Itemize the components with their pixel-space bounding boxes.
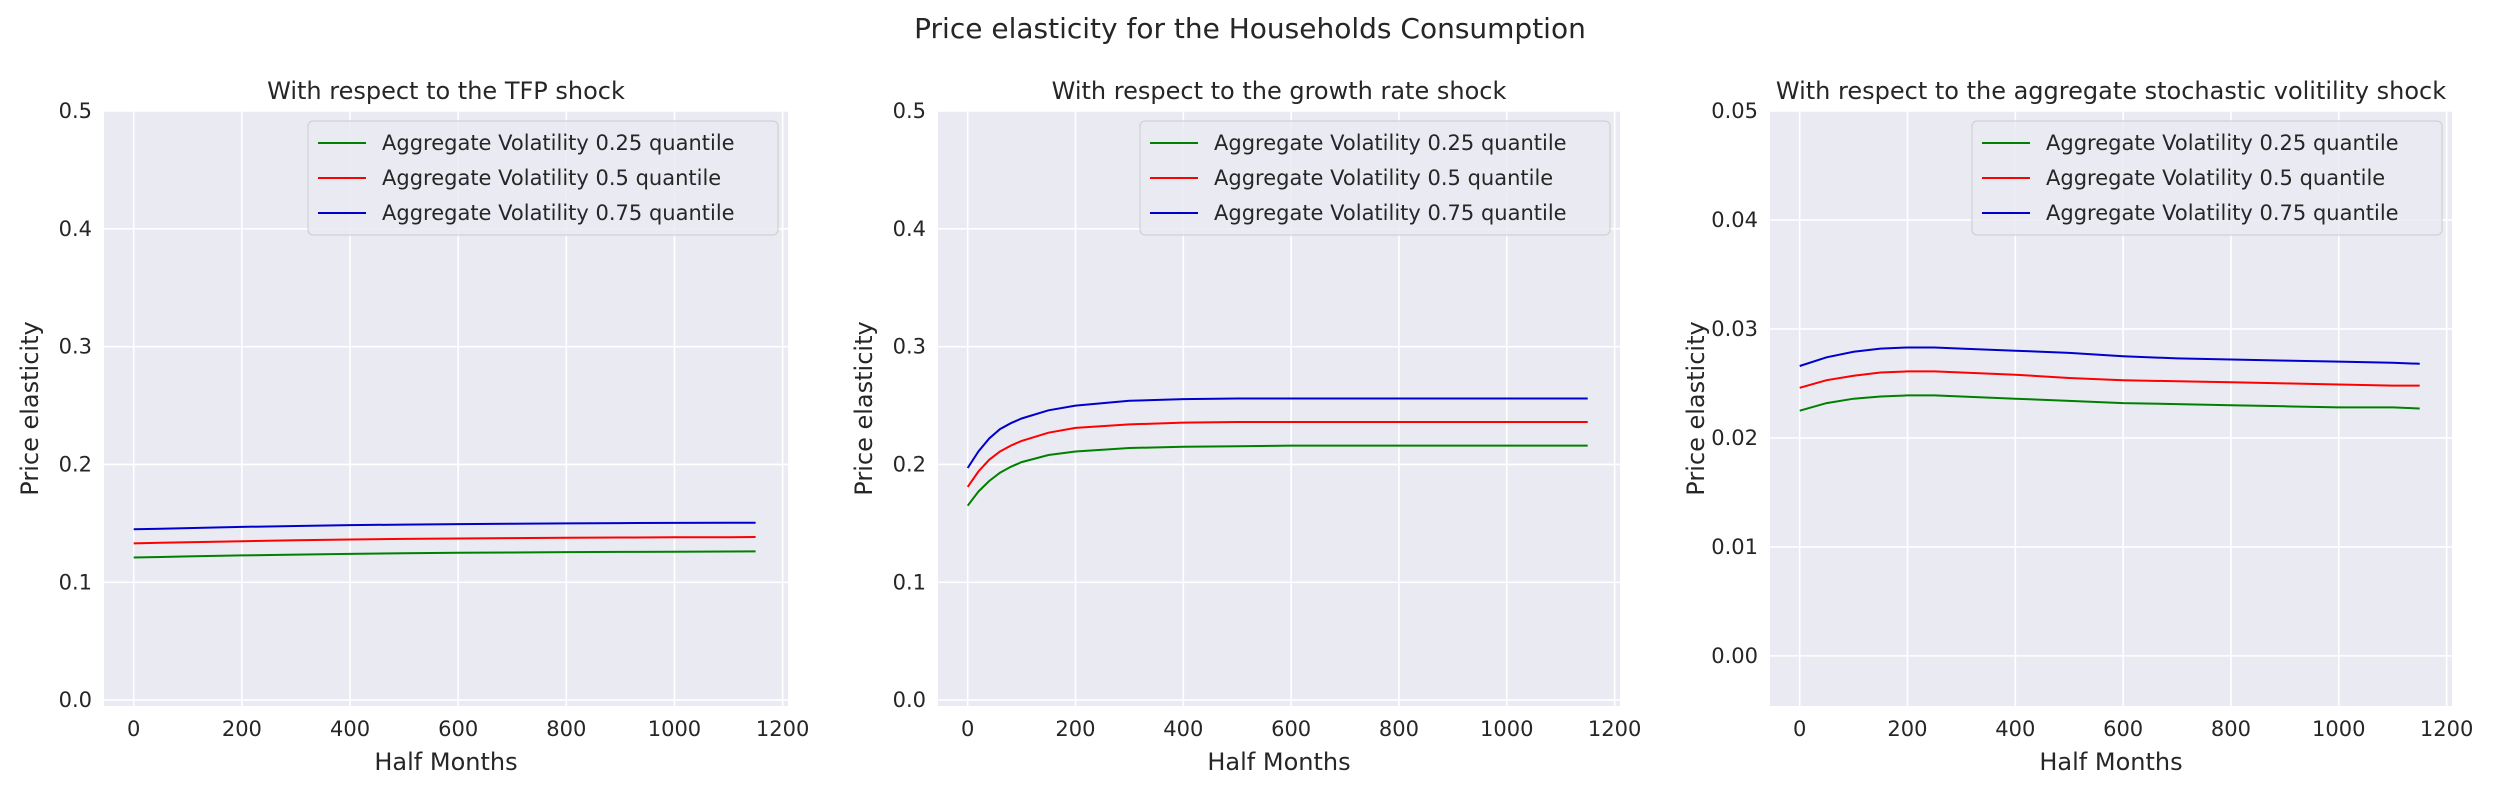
x-tick-label: 1000 — [1480, 717, 1533, 741]
legend: Aggregate Volatility 0.25 quantile Aggreg… — [1139, 120, 1611, 236]
y-tick-label: 0.2 — [893, 452, 926, 476]
x-tick-label: 0 — [127, 717, 140, 741]
x-tick-label: 600 — [2103, 717, 2143, 741]
y-tick-label: 0.01 — [1711, 535, 1758, 559]
y-tick-label: 0.05 — [1711, 99, 1758, 123]
series-line-2 — [1799, 370, 2420, 389]
subplot-1: With respect to the TFP shock Half Month… — [16, 77, 809, 776]
y-tick-label: 0.00 — [1711, 644, 1758, 668]
subplot-2: With respect to the growth rate shock Ha… — [850, 77, 1641, 776]
x-tick-label: 1200 — [1588, 717, 1641, 741]
x-tick-label: 800 — [1379, 717, 1419, 741]
x-tick-label: 400 — [1163, 717, 1203, 741]
legend-label: Aggregate Volatility 0.25 quantile — [1214, 131, 1567, 155]
figure-title: Price elasticity for the Households Cons… — [914, 12, 1586, 45]
x-tick-label: 800 — [2211, 717, 2251, 741]
subplot-3-ylabel: Price elasticity — [1682, 321, 1710, 495]
y-tick-label: 0.0 — [893, 688, 926, 712]
subplot-1-xlabel: Half Months — [374, 748, 517, 776]
series-line-1 — [966, 444, 1588, 507]
subplot-1-title: With respect to the TFP shock — [267, 77, 625, 105]
legend: Aggregate Volatility 0.25 quantile Aggreg… — [1971, 120, 2443, 236]
legend: Aggregate Volatility 0.25 quantile Aggreg… — [307, 120, 779, 236]
subplot-2-xlabel: Half Months — [1207, 748, 1350, 776]
subplot-1-ylabel: Price elasticity — [16, 321, 44, 495]
y-tick-label: 0.02 — [1711, 426, 1758, 450]
series-line-3 — [1799, 346, 2420, 367]
x-tick-label: 1000 — [2312, 717, 2365, 741]
y-tick-label: 0.1 — [59, 570, 92, 594]
subplot-3-title: With respect to the aggregate stochastic… — [1776, 77, 2446, 105]
x-tick-label: 600 — [1271, 717, 1311, 741]
y-tick-label: 0.3 — [893, 335, 926, 359]
series-line-2 — [133, 536, 756, 545]
x-tick-label: 800 — [546, 717, 586, 741]
series-line-3 — [133, 521, 756, 531]
subplot-2-title: With respect to the growth rate shock — [1052, 77, 1507, 105]
subplot-3: With respect to the aggregate stochastic… — [1682, 77, 2473, 776]
x-tick-label: 400 — [330, 717, 370, 741]
y-tick-label: 0.4 — [59, 217, 92, 241]
legend-label: Aggregate Volatility 0.5 quantile — [382, 166, 721, 190]
y-tick-label: 0.04 — [1711, 208, 1758, 232]
series-line-3 — [966, 397, 1588, 469]
subplot-3-xlabel: Half Months — [2039, 748, 2182, 776]
series-line-2 — [966, 421, 1588, 488]
x-tick-label: 600 — [438, 717, 478, 741]
legend-label: Aggregate Volatility 0.25 quantile — [2046, 131, 2399, 155]
x-tick-label: 1200 — [2420, 717, 2473, 741]
x-tick-label: 0 — [1793, 717, 1806, 741]
y-tick-label: 0.4 — [893, 217, 926, 241]
series-line-1 — [1799, 394, 2420, 412]
legend-label: Aggregate Volatility 0.75 quantile — [2046, 201, 2399, 225]
legend-label: Aggregate Volatility 0.5 quantile — [1214, 166, 1553, 190]
y-tick-label: 0.5 — [59, 99, 92, 123]
x-tick-label: 400 — [1995, 717, 2035, 741]
x-tick-label: 200 — [222, 717, 262, 741]
subplot-2-ylabel: Price elasticity — [850, 321, 878, 495]
legend-label: Aggregate Volatility 0.75 quantile — [382, 201, 735, 225]
x-tick-label: 200 — [1887, 717, 1927, 741]
legend-box — [1139, 120, 1611, 236]
y-tick-label: 0.2 — [59, 452, 92, 476]
y-tick-label: 0.5 — [893, 99, 926, 123]
legend-label: Aggregate Volatility 0.75 quantile — [1214, 201, 1567, 225]
x-tick-label: 200 — [1055, 717, 1095, 741]
legend-label: Aggregate Volatility 0.5 quantile — [2046, 166, 2385, 190]
x-tick-label: 1000 — [648, 717, 701, 741]
x-tick-label: 0 — [961, 717, 974, 741]
y-tick-label: 0.03 — [1711, 317, 1758, 341]
legend-label: Aggregate Volatility 0.25 quantile — [382, 131, 735, 155]
y-tick-label: 0.3 — [59, 335, 92, 359]
x-tick-label: 1200 — [756, 717, 809, 741]
series-line-1 — [133, 550, 756, 559]
legend-box — [1971, 120, 2443, 236]
legend-box — [307, 120, 779, 236]
y-tick-label: 0.1 — [893, 570, 926, 594]
y-tick-label: 0.0 — [59, 688, 92, 712]
